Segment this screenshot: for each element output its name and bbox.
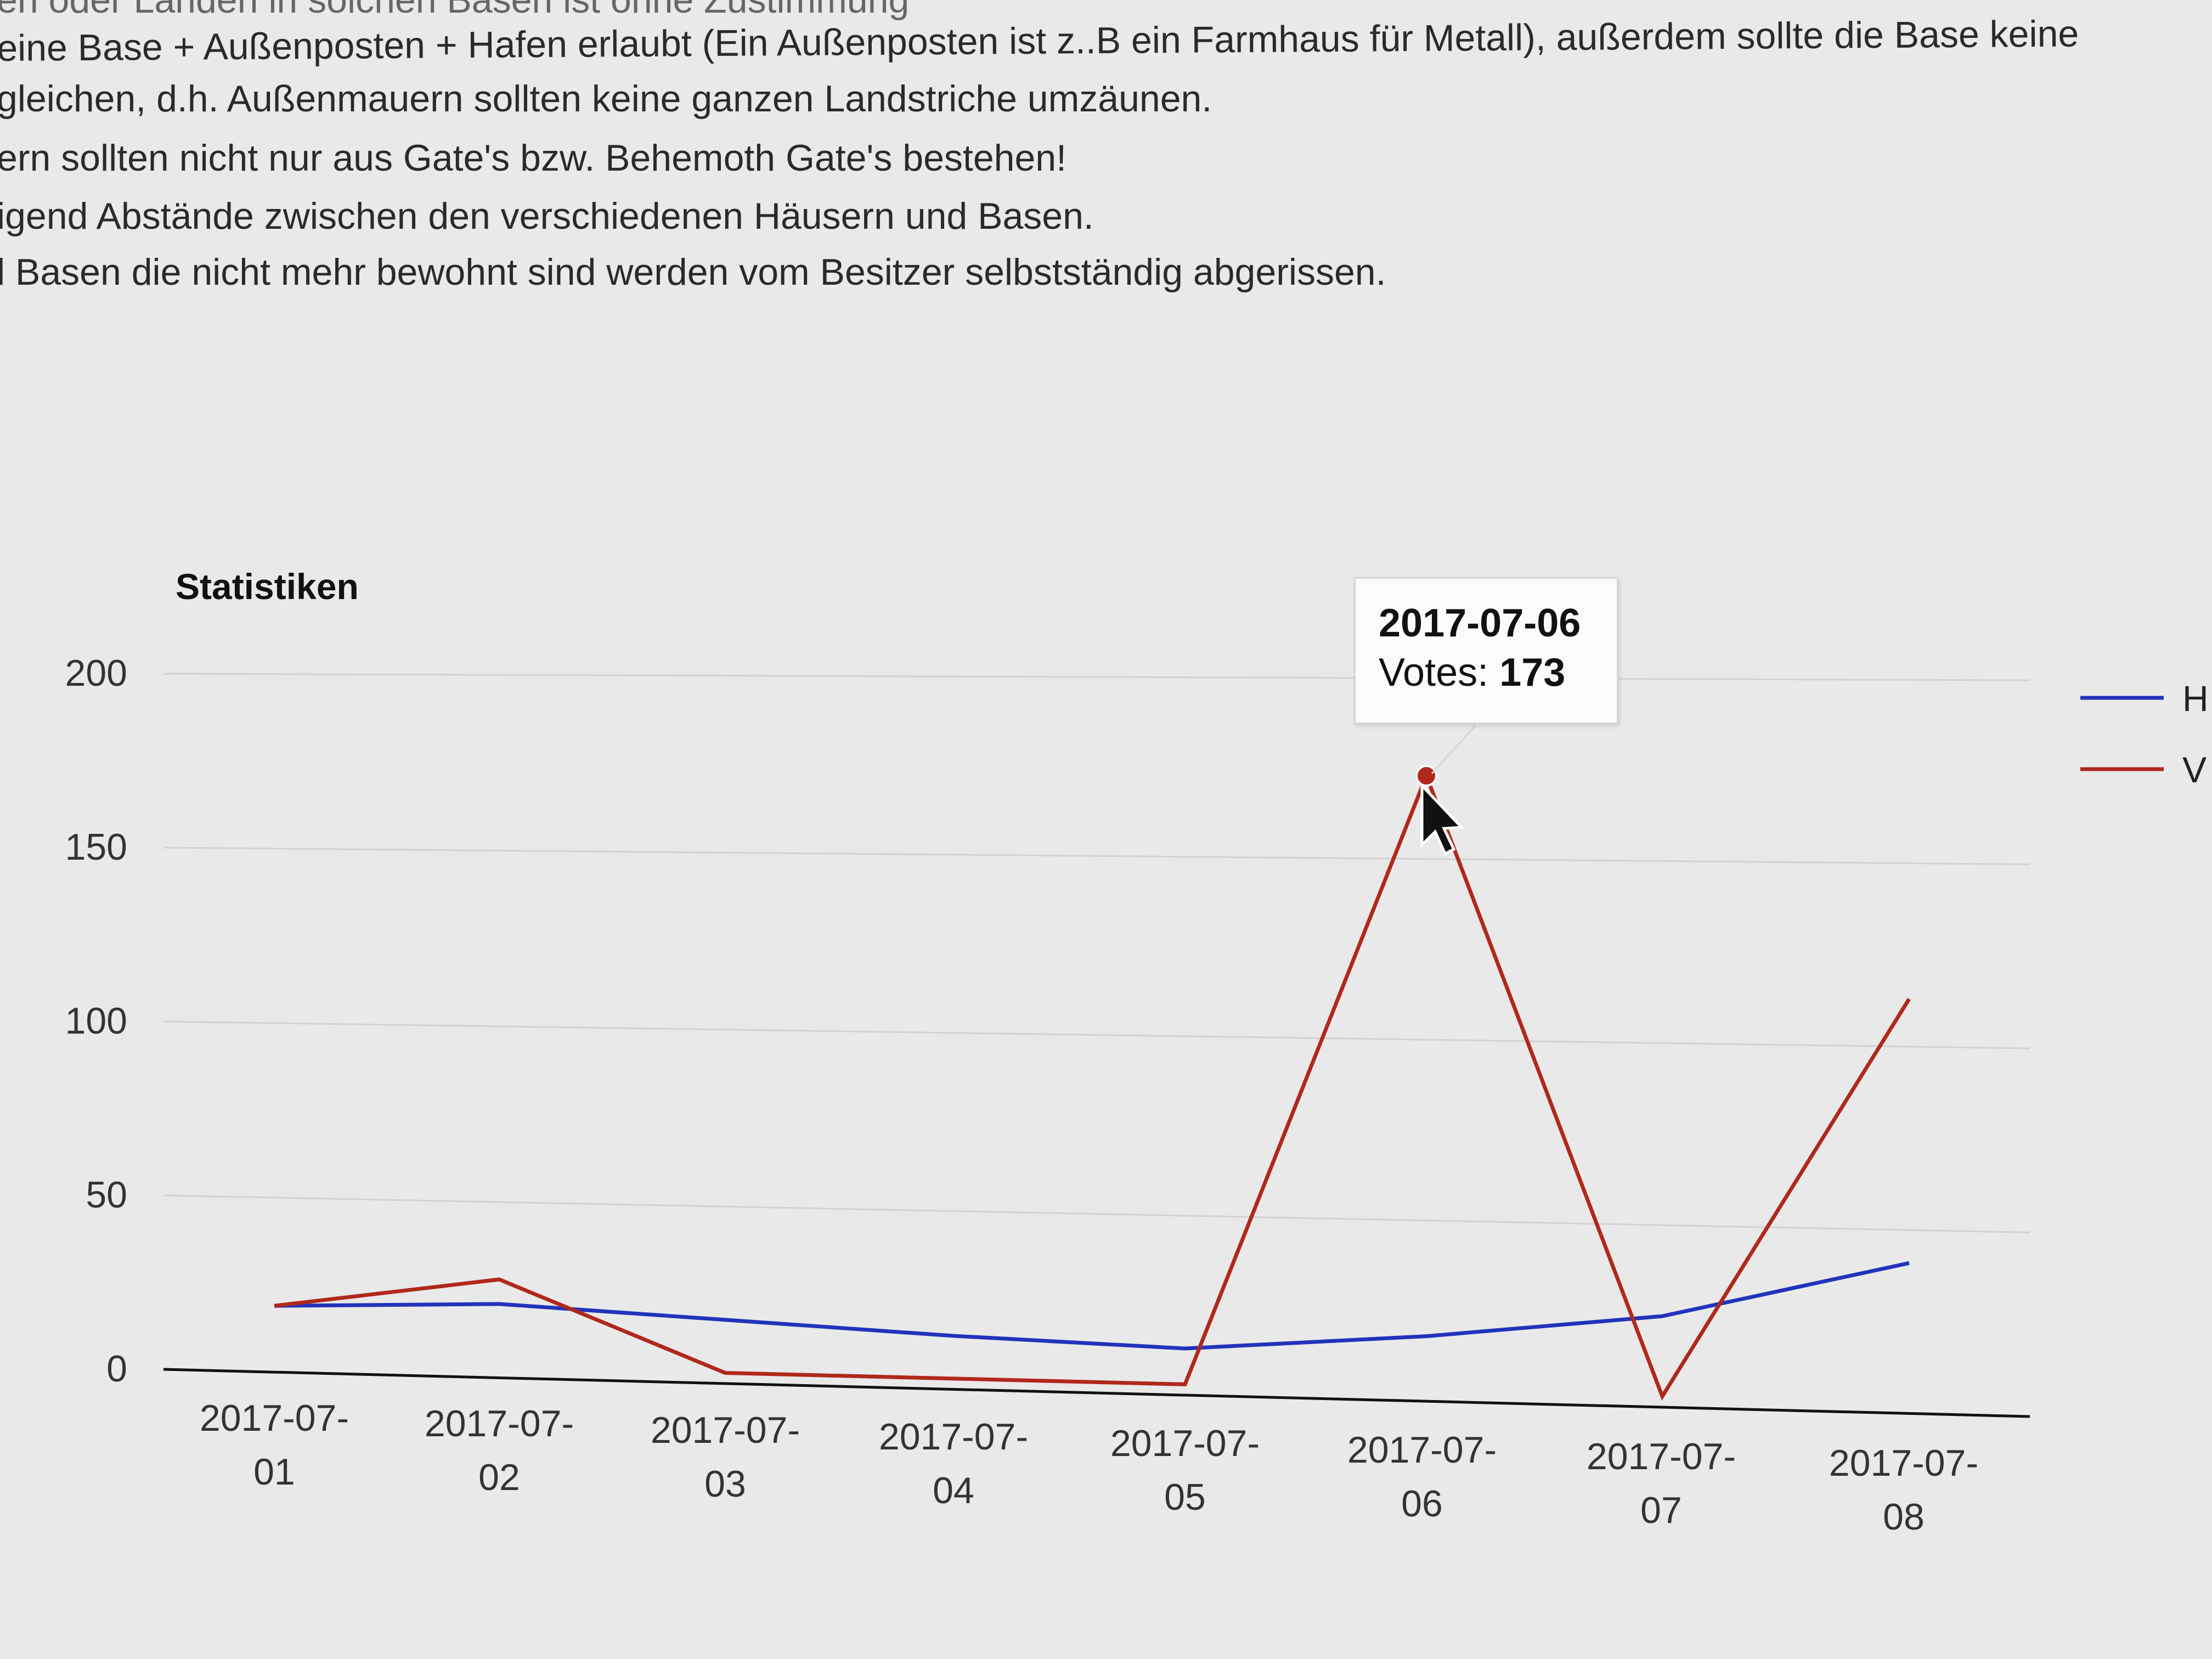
x-tick-label: 2017-07-	[425, 1403, 574, 1444]
x-tick-label: 03	[704, 1463, 746, 1505]
chart-title: Statistiken	[176, 566, 359, 607]
tooltip-pointer	[1431, 724, 1477, 775]
y-tick-label: 0	[106, 1348, 127, 1390]
tooltip-votes-value: 173	[1499, 651, 1566, 695]
x-tick-label: 2017-07-	[879, 1416, 1028, 1458]
highlighted-data-point	[1415, 765, 1437, 787]
grid-lines	[163, 673, 2030, 1233]
legend-label: V	[2182, 749, 2207, 790]
series-line-h	[274, 1261, 1910, 1351]
y-axis-ticks: 0 50 100 150 200	[65, 652, 127, 1390]
x-tick-label: 04	[933, 1470, 974, 1511]
x-tick-label: 2017-07-	[651, 1409, 800, 1451]
x-axis-ticks: 2017-07- 01 2017-07- 02 2017-07- 03 2017-07- 04…	[200, 1397, 1978, 1538]
tooltip-date: 2017-07-06	[1379, 601, 1581, 645]
series-line-v	[274, 770, 1911, 1401]
x-tick-label: 2017-07-	[1829, 1442, 1978, 1484]
rule-line-0: en oder Landen in solchen Basen ist ohne…	[0, 0, 910, 21]
series-lines	[274, 765, 1911, 1401]
x-tick-label: 06	[1401, 1483, 1443, 1525]
y-tick-label: 100	[65, 1000, 127, 1042]
grid-line	[163, 1194, 2030, 1233]
x-tick-label: 01	[253, 1451, 295, 1493]
rule-line-2: gleichen, d.h. Außenmauern sollten keine…	[0, 78, 1212, 120]
x-tick-label: 02	[478, 1457, 520, 1498]
x-tick-label: 07	[1640, 1489, 1682, 1531]
x-tick-label: 08	[1883, 1496, 1925, 1538]
x-tick-label: 2017-07-	[200, 1397, 349, 1439]
legend-label: H	[2182, 678, 2209, 719]
x-tick-label: 05	[1164, 1476, 1206, 1518]
rule-line-5: l Basen die nicht mehr bewohnt sind werd…	[0, 251, 1386, 293]
rule-line-3: ern sollten nicht nur aus Gate's bzw. Be…	[0, 137, 1066, 179]
chart-tooltip: 2017-07-06 Votes: 173	[1354, 577, 1618, 724]
x-axis-line	[163, 1368, 2030, 1418]
y-tick-label: 150	[65, 826, 127, 868]
legend: HV	[2080, 678, 2209, 790]
x-tick-label: 2017-07-	[1587, 1436, 1736, 1477]
y-tick-label: 200	[65, 652, 127, 694]
x-tick-label: 2017-07-	[1347, 1429, 1497, 1471]
tooltip-votes: Votes: 173	[1379, 650, 1565, 695]
y-tick-label: 50	[86, 1174, 127, 1216]
tooltip-votes-label: Votes:	[1379, 651, 1489, 695]
grid-line	[163, 847, 2030, 865]
rule-line-4: igend Abstände zwischen den verschiedene…	[0, 195, 1094, 237]
grid-line	[163, 673, 2030, 681]
x-tick-label: 2017-07-	[1110, 1423, 1260, 1464]
mouse-cursor-icon	[1420, 782, 1465, 856]
grid-line	[163, 1020, 2030, 1049]
